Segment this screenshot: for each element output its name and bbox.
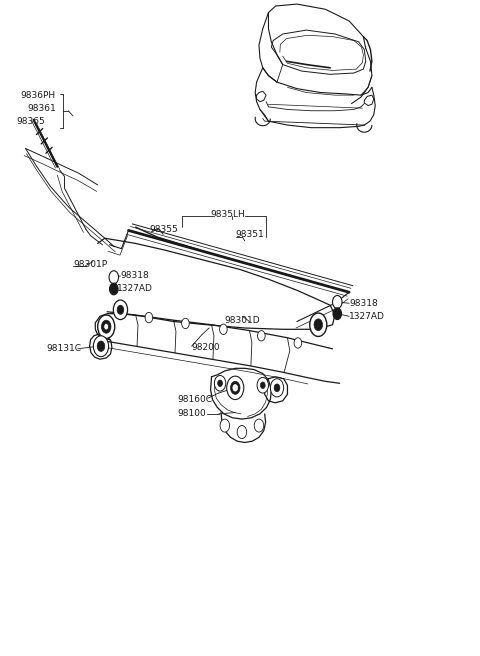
Circle shape xyxy=(97,341,105,352)
Text: 98318: 98318 xyxy=(120,272,149,281)
Circle shape xyxy=(274,384,280,392)
Text: 1327AD: 1327AD xyxy=(117,285,153,293)
Text: 98318: 98318 xyxy=(349,298,378,308)
Circle shape xyxy=(145,312,153,323)
Circle shape xyxy=(333,295,342,308)
Circle shape xyxy=(215,375,226,391)
Text: 98351: 98351 xyxy=(235,230,264,239)
Circle shape xyxy=(104,323,108,330)
Circle shape xyxy=(227,376,244,400)
Text: 98131C: 98131C xyxy=(47,344,82,354)
Text: 9836PH: 9836PH xyxy=(21,91,56,100)
Circle shape xyxy=(94,336,108,357)
Circle shape xyxy=(254,419,264,432)
Text: 1327AD: 1327AD xyxy=(349,312,385,321)
Text: 98100: 98100 xyxy=(178,409,206,419)
Circle shape xyxy=(181,318,189,329)
Circle shape xyxy=(310,313,327,337)
Circle shape xyxy=(101,320,111,333)
Circle shape xyxy=(218,380,222,386)
Circle shape xyxy=(261,382,265,388)
Circle shape xyxy=(219,324,227,335)
Text: 98301P: 98301P xyxy=(73,260,107,269)
Circle shape xyxy=(220,419,229,432)
Circle shape xyxy=(314,319,323,331)
Circle shape xyxy=(257,377,268,393)
Circle shape xyxy=(294,338,301,348)
Text: 98361: 98361 xyxy=(27,104,56,113)
Text: 98160C: 98160C xyxy=(178,395,212,404)
Circle shape xyxy=(270,379,284,397)
Circle shape xyxy=(258,331,265,341)
Text: 98301D: 98301D xyxy=(225,316,261,325)
Circle shape xyxy=(109,283,118,295)
Circle shape xyxy=(237,426,247,439)
Circle shape xyxy=(333,308,342,319)
Circle shape xyxy=(113,300,128,319)
Circle shape xyxy=(109,271,119,284)
Text: 98200: 98200 xyxy=(192,343,220,352)
Circle shape xyxy=(233,384,238,391)
Text: 98365: 98365 xyxy=(16,117,45,126)
Circle shape xyxy=(117,305,124,314)
Text: 9835LH: 9835LH xyxy=(211,210,245,218)
Circle shape xyxy=(230,381,240,394)
Circle shape xyxy=(97,315,115,338)
Text: 98355: 98355 xyxy=(149,224,178,234)
